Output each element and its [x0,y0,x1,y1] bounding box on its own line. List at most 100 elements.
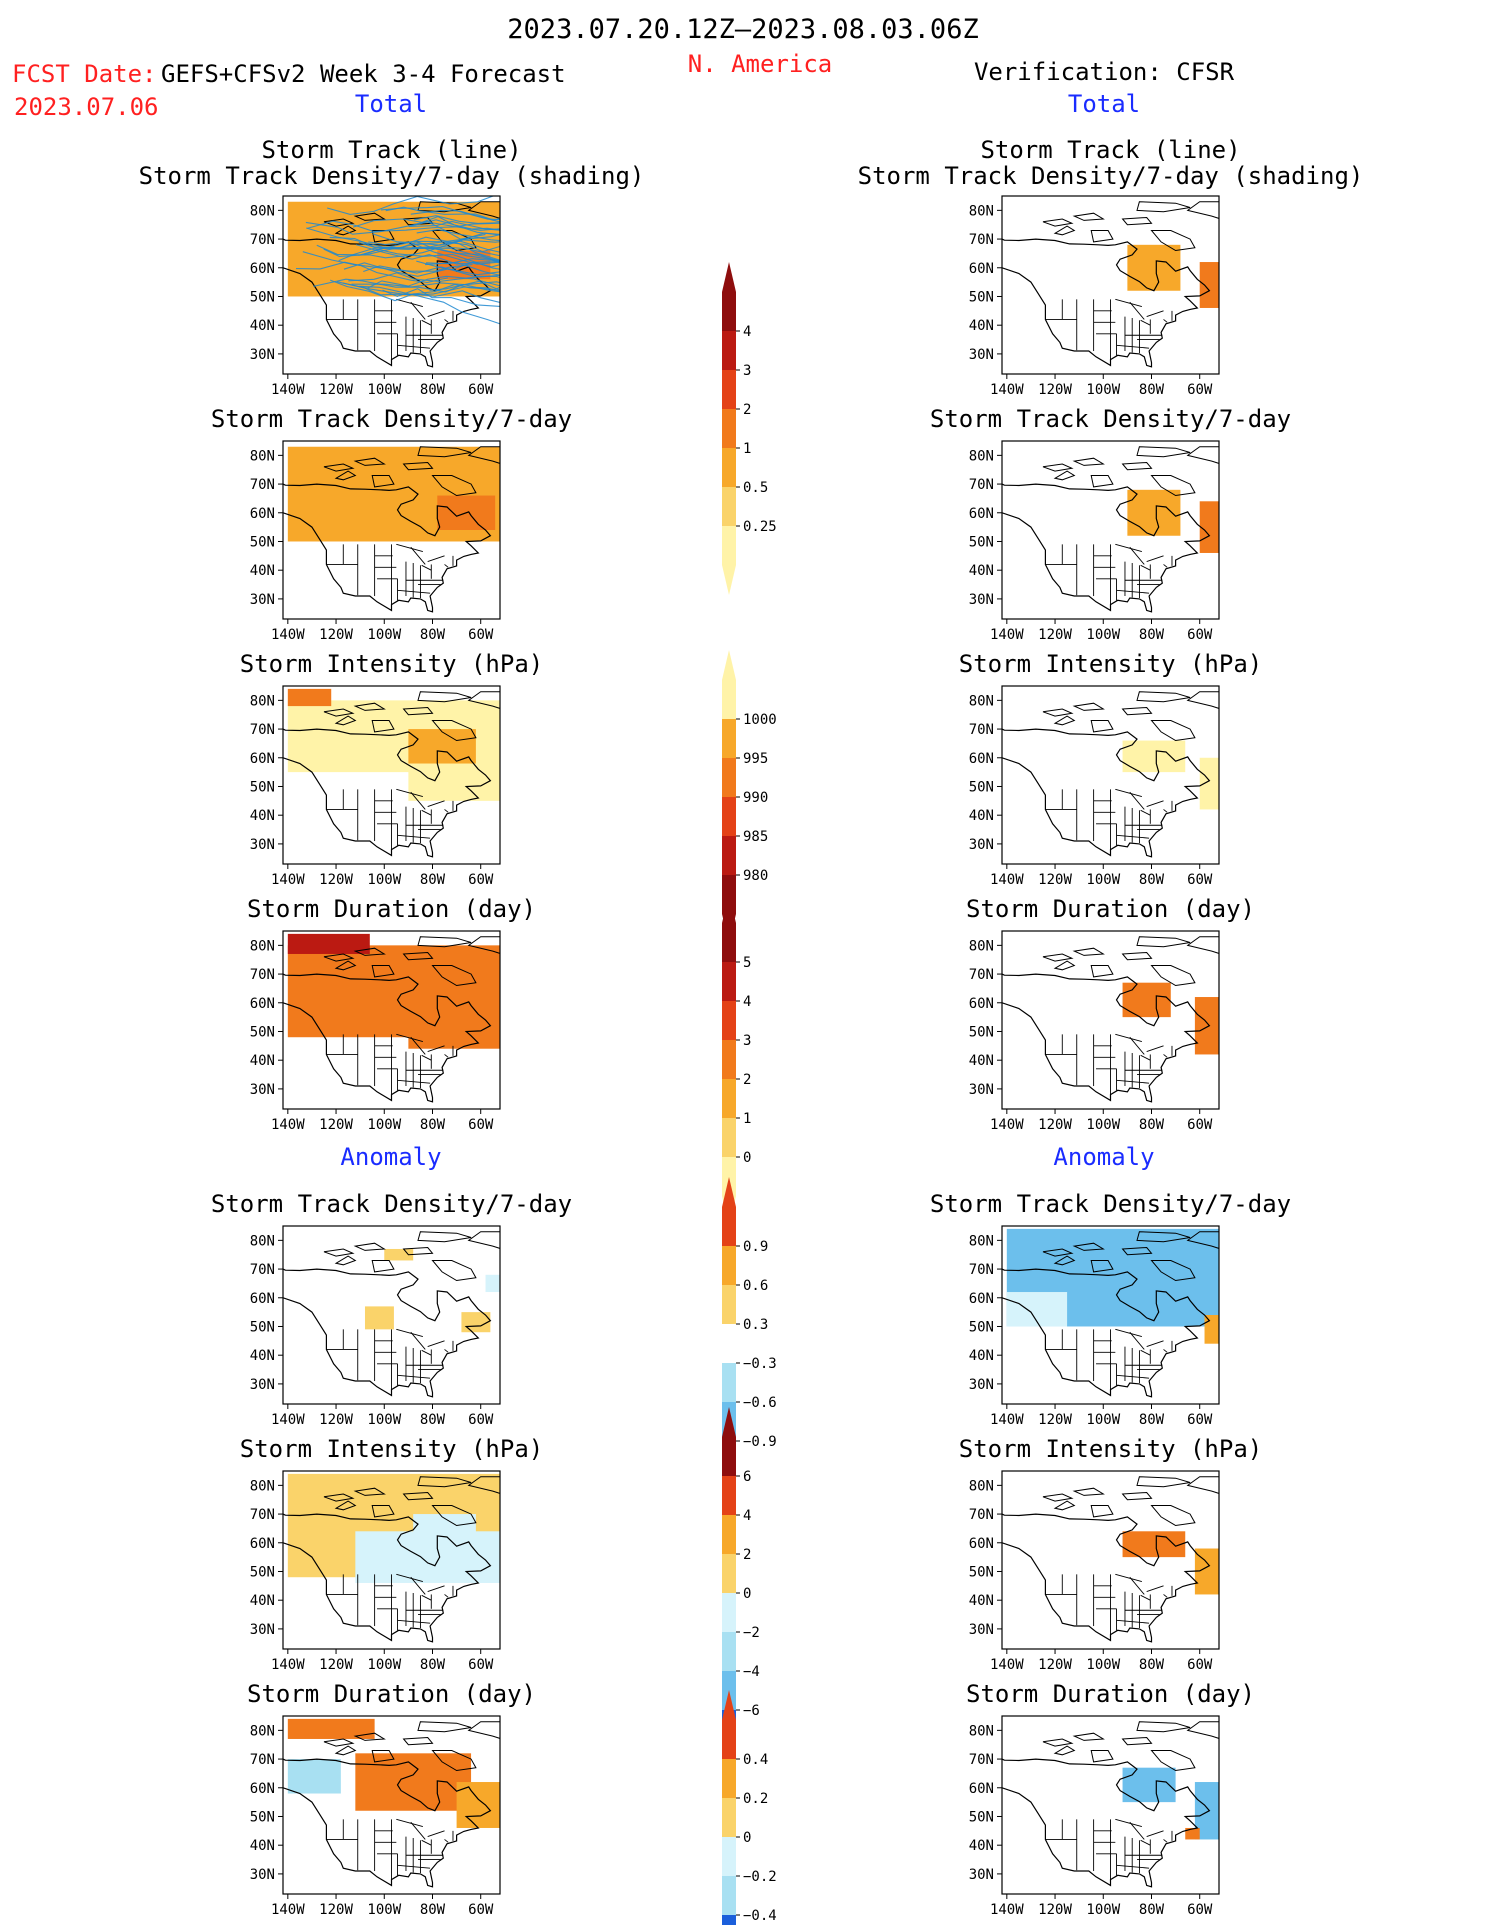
cfsr-anomaly-density-lon-140: 140W [990,1412,1024,1428]
colorbar-duration-anomaly-seg-1 [722,1759,736,1798]
cfsr-anomaly-duration-island-2 [1121,1736,1153,1746]
fcst-total-track-density-line-lat-80: 80N [250,203,275,219]
fcst-anomaly-duration-frame [282,1715,501,1895]
colorbar-duration-seg-1 [722,962,736,1001]
cfsr-total-duration-island-7 [1072,947,1105,956]
fcst-total-track-density-line-track-36 [329,236,500,262]
cfsr-anomaly-intensity-island-3 [1150,1505,1196,1527]
fcst-anomaly-density-cell-1 [364,1306,394,1330]
fcst-total-track-density-line-lat-60: 60N [250,261,275,277]
colorbar-duration-anomaly-label-0: 0.4 [743,1752,768,1768]
cfsr-total-track-density-line-island-1 [1090,230,1114,243]
fcst-total-track-density-line-track-17 [410,219,500,236]
colorbar-density-anomaly-label-0: 0.9 [743,1239,768,1255]
fcst-total-density-lat-50: 50N [250,534,275,550]
fcst-anomaly-density-lat-30: 30N [250,1377,275,1393]
cfsr-anomaly-density-lat-80: 80N [969,1233,994,1249]
fcst-total-track-density-line-lon-60: 60W [468,382,494,398]
colorbar-intensity-top-arrow [722,650,736,680]
fcst-total-track-density-line-track-14 [368,240,500,253]
fcst-anomaly-intensity-title: Storm Intensity (hPa) [240,1435,543,1463]
cfsr-total-intensity-lat-80: 80N [969,693,994,709]
colorbar-density-anomaly-label-3: −0.3 [743,1356,777,1372]
cfsr-total-intensity-cell-1 [1199,757,1219,810]
fcst-anomaly-intensity-island-2 [402,1491,434,1501]
fcst-total-density-island-5 [467,446,500,464]
fcst-total-track-density-line-island-7 [353,212,386,221]
fcst-anomaly-density-island-7 [353,1242,386,1251]
fcst-total-density-lat-70: 70N [250,477,275,493]
cfsr-total-intensity-island-2 [1121,706,1153,716]
fcst-anomaly-density-cell-0 [384,1248,414,1261]
cfsr-total-intensity-lat-70: 70N [969,722,994,738]
colorbar-duration-anomaly-seg-2 [722,1798,736,1837]
fcst-total-track-density-line-track-30 [355,244,500,268]
cfsr-anomaly-intensity-lat-30: 30N [969,1622,994,1638]
fcst-anomaly-intensity-lon-140: 140W [271,1657,305,1673]
cfsr-total-intensity-island-4 [1136,691,1191,703]
colorbar-duration-seg-4 [722,1079,736,1118]
fcst-anomaly-duration-lat-30: 30N [250,1867,275,1883]
fcst-anomaly-intensity [278,1470,501,1654]
fcst-anomaly-density-lon-80: 80W [420,1412,446,1428]
fcst-total-track-density-line-frame [282,195,501,375]
fcst-anomaly-duration-island-2 [402,1736,434,1746]
fcst-total-intensity-island-1 [371,720,395,733]
fcst-anomaly-duration-island-7 [353,1732,386,1741]
cfsr-total-density-island-3 [1150,475,1196,497]
cfsr-total-track-density-line-lon-100: 100W [1086,382,1120,398]
fcst-total-track-density-line-track-32 [348,272,500,283]
cfsr-total-density-lat-70: 70N [969,477,994,493]
colorbar-intensity-label-4: 980 [743,868,768,884]
cfsr-anomaly-density-island-5 [1186,1231,1219,1249]
fcst-anomaly-density-lat-60: 60N [250,1291,275,1307]
cfsr-total-track-density-line-lat-50: 50N [969,289,994,305]
fcst-total-intensity-lat-40: 40N [250,808,275,824]
fcst-total-track-density-line-track-3 [425,258,500,265]
fcst-total-track-density-line-track-21 [427,221,500,231]
cfsr-anomaly-duration-lat-30: 30N [969,1867,994,1883]
cfsr-anomaly-density-title: Storm Track Density/7-day [930,1190,1291,1218]
cfsr-anomaly-intensity [997,1470,1220,1654]
fcst-anomaly-intensity-island-5 [467,1476,500,1494]
cfsr-total-intensity-lon-120: 120W [1038,872,1072,888]
fcst-total-intensity-lon-120: 120W [319,872,353,888]
fcst-total-track-density-line-track-19 [416,229,500,242]
fcst-anomaly-duration [278,1715,501,1899]
verification-label: Verification: CFSR [974,58,1235,86]
fcst-total-track-density-line-track-35 [358,236,500,261]
cfsr-anomaly-intensity-island-5 [1186,1476,1219,1494]
fcst-total-density-lon-80: 80W [420,627,446,643]
fcst-total-intensity-cell-3 [287,688,332,707]
fcst-anomaly-duration-island-4 [417,1721,472,1733]
cfsr-total-intensity-lon-60: 60W [1187,872,1213,888]
colorbar-duration-anomaly [722,1690,740,1925]
cfsr-total-density-lat-50: 50N [969,534,994,550]
cfsr-anomaly-density-island-6 [1042,1248,1074,1257]
cfsr-total-intensity-island-1 [1090,720,1114,733]
colorbar-duration-anomaly-seg-5 [722,1915,736,1925]
cfsr-total-intensity-title: Storm Intensity (hPa) [959,650,1262,678]
fcst-anomaly-density-frame [282,1225,501,1405]
cfsr-total-track-density-line-island-7 [1072,212,1105,221]
cfsr-total-intensity-lat-30: 30N [969,837,994,853]
fcst-total-duration-cell-1 [408,1017,500,1049]
fcst-total-duration-island-7 [353,947,386,956]
fcst-total-track-density-line-track-22 [342,275,500,289]
cfsr-total-track-density-line-lon-60: 60W [1187,382,1213,398]
colorbar-intensity-label-3: 985 [743,829,768,845]
fcst-anomaly-duration-cell-0 [287,1718,375,1739]
cfsr-total-intensity-island-3 [1150,720,1196,742]
colorbar-density-seg-1 [722,331,736,370]
section-anomaly-right: Anomaly [1053,1143,1154,1171]
fcst-total-track-density-line-track-41 [410,209,500,221]
fcst-total-track-density-line-track-40 [413,215,500,224]
fcst-anomaly-duration-lat-80: 80N [250,1723,275,1739]
cfsr-total-density-lat-40: 40N [969,563,994,579]
cfsr-anomaly-density-lon-80: 80W [1139,1412,1165,1428]
colorbar-density-anomaly-seg-4 [722,1363,736,1402]
fcst-anomaly-density-island-2 [402,1246,434,1256]
cfsr-anomaly-duration-lat-40: 40N [969,1838,994,1854]
fcst-total-intensity-lat-70: 70N [250,722,275,738]
fcst-total-density-lat-40: 40N [250,563,275,579]
